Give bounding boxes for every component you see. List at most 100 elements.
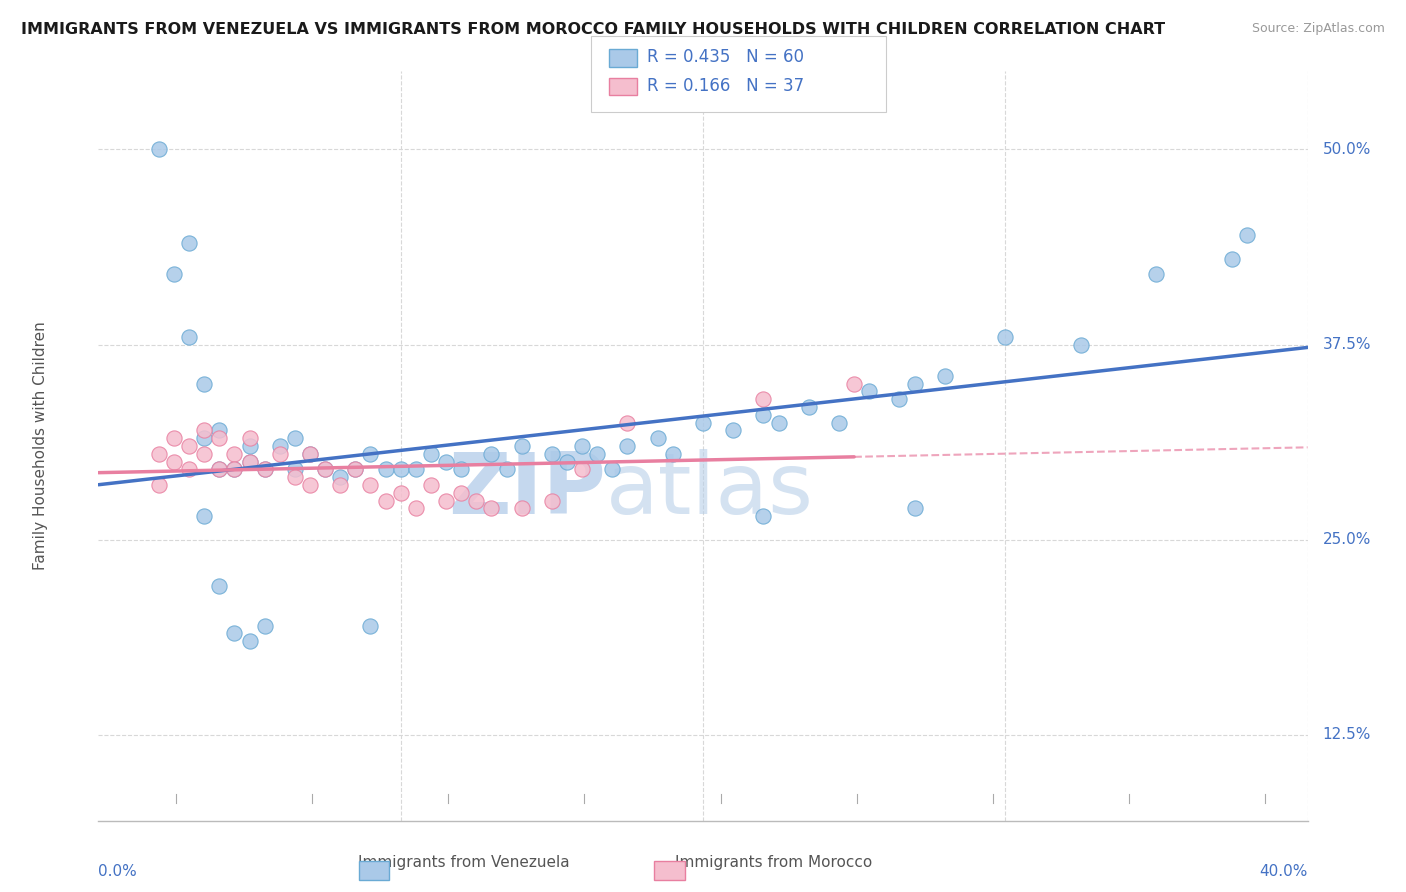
Point bbox=[239, 455, 262, 469]
Point bbox=[647, 431, 669, 445]
Point bbox=[193, 424, 215, 438]
Text: Immigrants from Morocco: Immigrants from Morocco bbox=[675, 855, 872, 870]
Point bbox=[752, 509, 775, 524]
Point bbox=[661, 447, 683, 461]
Point bbox=[481, 447, 503, 461]
Point bbox=[797, 400, 820, 414]
Point bbox=[405, 462, 427, 476]
Point bbox=[450, 462, 472, 476]
Point bbox=[586, 447, 609, 461]
Point bbox=[239, 431, 262, 445]
Point bbox=[208, 580, 231, 594]
Point bbox=[179, 462, 201, 476]
Point bbox=[208, 462, 231, 476]
Point bbox=[253, 618, 276, 632]
Point bbox=[540, 447, 562, 461]
Point bbox=[889, 392, 911, 407]
Point bbox=[405, 501, 427, 516]
Point bbox=[344, 462, 367, 476]
Text: R = 0.166   N = 37: R = 0.166 N = 37 bbox=[647, 77, 804, 95]
Point bbox=[284, 462, 307, 476]
Point bbox=[1070, 337, 1092, 351]
Point bbox=[284, 431, 307, 445]
Point bbox=[450, 485, 472, 500]
Point bbox=[208, 431, 231, 445]
Point bbox=[269, 447, 291, 461]
Point bbox=[389, 485, 412, 500]
Point bbox=[994, 330, 1017, 344]
Point bbox=[904, 376, 927, 391]
Point bbox=[329, 470, 352, 484]
Point bbox=[434, 493, 457, 508]
Text: 37.5%: 37.5% bbox=[1323, 337, 1371, 352]
Text: 50.0%: 50.0% bbox=[1323, 142, 1371, 157]
Text: Source: ZipAtlas.com: Source: ZipAtlas.com bbox=[1251, 22, 1385, 36]
Point bbox=[1236, 228, 1258, 243]
Point bbox=[179, 330, 201, 344]
Point bbox=[148, 447, 170, 461]
Point bbox=[571, 439, 593, 453]
Point bbox=[692, 416, 714, 430]
Point bbox=[510, 439, 533, 453]
Point bbox=[495, 462, 517, 476]
Point bbox=[555, 455, 578, 469]
Text: R = 0.435   N = 60: R = 0.435 N = 60 bbox=[647, 48, 804, 66]
Point bbox=[299, 447, 322, 461]
Point bbox=[344, 462, 367, 476]
Point bbox=[193, 447, 215, 461]
Point bbox=[374, 493, 396, 508]
Point bbox=[420, 478, 443, 492]
Point bbox=[616, 416, 638, 430]
Point bbox=[224, 626, 246, 640]
Point bbox=[179, 236, 201, 251]
Text: 25.0%: 25.0% bbox=[1323, 533, 1371, 547]
Point bbox=[571, 462, 593, 476]
Point bbox=[193, 509, 215, 524]
Text: ZIP: ZIP bbox=[449, 450, 606, 533]
Point bbox=[148, 143, 170, 157]
Point bbox=[510, 501, 533, 516]
Point bbox=[752, 408, 775, 422]
Text: 12.5%: 12.5% bbox=[1323, 727, 1371, 742]
Point bbox=[163, 455, 186, 469]
Point bbox=[284, 470, 307, 484]
Point bbox=[239, 455, 262, 469]
Point bbox=[253, 462, 276, 476]
Text: Immigrants from Venezuela: Immigrants from Venezuela bbox=[359, 855, 569, 870]
Point bbox=[193, 431, 215, 445]
Point bbox=[904, 501, 927, 516]
Point bbox=[768, 416, 790, 430]
Point bbox=[540, 493, 562, 508]
Point bbox=[420, 447, 443, 461]
Point bbox=[148, 478, 170, 492]
Point bbox=[389, 462, 412, 476]
Point bbox=[858, 384, 880, 399]
Point bbox=[224, 462, 246, 476]
Point bbox=[616, 439, 638, 453]
Point bbox=[723, 424, 745, 438]
Point bbox=[360, 478, 382, 492]
Point bbox=[314, 462, 336, 476]
Point bbox=[239, 439, 262, 453]
Point bbox=[269, 439, 291, 453]
Point bbox=[193, 376, 215, 391]
Point bbox=[828, 416, 851, 430]
Point bbox=[299, 478, 322, 492]
Point bbox=[934, 368, 956, 383]
Point bbox=[253, 462, 276, 476]
Point bbox=[224, 447, 246, 461]
Point bbox=[360, 618, 382, 632]
Point bbox=[844, 376, 866, 391]
Point bbox=[1144, 268, 1167, 282]
Point bbox=[163, 431, 186, 445]
Point bbox=[179, 439, 201, 453]
Text: atlas: atlas bbox=[606, 450, 814, 533]
Text: 0.0%: 0.0% bbox=[98, 864, 138, 880]
Point bbox=[299, 447, 322, 461]
Point bbox=[329, 478, 352, 492]
Point bbox=[224, 462, 246, 476]
Point bbox=[239, 634, 262, 648]
Point bbox=[163, 268, 186, 282]
Point bbox=[360, 447, 382, 461]
Point bbox=[481, 501, 503, 516]
